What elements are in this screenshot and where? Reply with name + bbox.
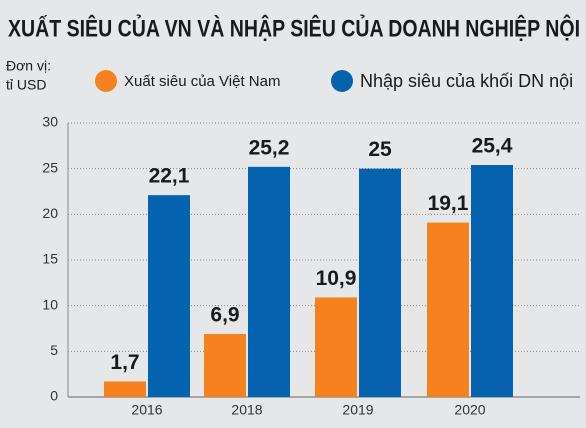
value-label: 6,9 bbox=[210, 304, 239, 327]
bar bbox=[427, 222, 469, 397]
x-tick-label: 2018 bbox=[231, 402, 262, 418]
unit-label: tỉ USD bbox=[6, 77, 46, 93]
value-label: 19,1 bbox=[428, 192, 469, 215]
bar bbox=[315, 297, 357, 397]
bar bbox=[204, 333, 246, 397]
y-tick-label: 20 bbox=[42, 205, 58, 221]
unit-label: Đơn vị: bbox=[6, 58, 51, 74]
y-tick-label: 5 bbox=[50, 342, 58, 358]
x-tick-label: 2020 bbox=[454, 402, 485, 418]
value-label: 22,1 bbox=[149, 165, 190, 188]
chart-title: XUẤT SIÊU CỦA VN VÀ NHẬP SIÊU CỦA DOANH … bbox=[8, 13, 580, 42]
bar bbox=[471, 165, 513, 397]
y-tick-label: 25 bbox=[42, 159, 58, 175]
bar bbox=[104, 381, 146, 397]
y-tick-label: 0 bbox=[50, 388, 58, 404]
x-tick-label: 2016 bbox=[131, 402, 162, 418]
value-label: 10,9 bbox=[316, 267, 357, 290]
legend-swatch bbox=[95, 70, 117, 92]
bar bbox=[148, 195, 190, 397]
legend-swatch bbox=[331, 70, 353, 92]
y-tick-label: 15 bbox=[42, 251, 58, 267]
bar bbox=[248, 166, 290, 397]
value-label: 25 bbox=[368, 138, 392, 161]
value-label: 1,7 bbox=[110, 351, 139, 374]
value-label: 25,4 bbox=[472, 135, 513, 158]
y-tick-label: 10 bbox=[42, 296, 58, 312]
x-tick-label: 2019 bbox=[342, 402, 373, 418]
legend-label: Xuất siêu của Việt Nam bbox=[124, 73, 280, 90]
value-label: 25,2 bbox=[249, 136, 290, 159]
bar bbox=[359, 168, 401, 397]
y-tick-label: 30 bbox=[42, 114, 58, 130]
legend-label: Nhập siêu của khối DN nội bbox=[360, 71, 573, 91]
